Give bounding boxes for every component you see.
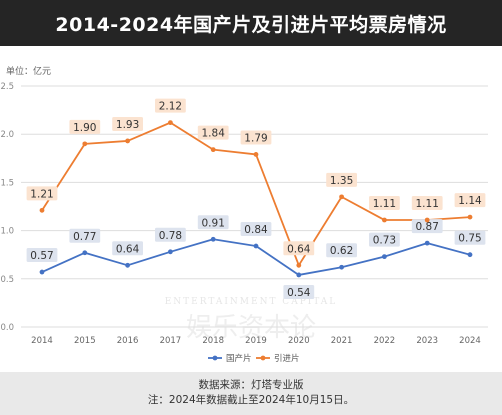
data-label-box [454, 230, 486, 245]
data-label: 0.75 [458, 233, 481, 245]
y-tick-label: 1.0 [0, 227, 14, 237]
data-label: 2.12 [159, 101, 182, 113]
data-label: 0.87 [416, 221, 439, 233]
data-label: 0.91 [202, 217, 225, 229]
data-point [253, 243, 259, 249]
data-point [210, 147, 216, 153]
data-label: 0.73 [373, 235, 396, 247]
data-point [125, 138, 130, 144]
legend-label: 国产片 [226, 353, 252, 364]
x-tick-label: 2020 [288, 336, 310, 346]
legend-marker [212, 355, 218, 361]
data-label-box [155, 98, 186, 113]
y-tick-label: 0.5 [0, 275, 14, 285]
data-label-box [26, 248, 58, 263]
data-point [210, 236, 216, 242]
y-tick-label: 0.0 [0, 323, 14, 333]
data-label-box [240, 222, 272, 237]
data-point [168, 249, 173, 255]
watermark-cn: 娱乐资本论 [186, 313, 316, 343]
data-label: 1.14 [458, 195, 482, 207]
data-point [424, 240, 430, 246]
data-point [296, 262, 302, 268]
data-source: 数据来源：灯塔专业版 [198, 379, 304, 391]
unit-label: 单位：亿元 [6, 65, 51, 77]
data-point [382, 254, 387, 260]
y-tick-label: 2.5 [0, 82, 14, 92]
data-point [39, 207, 45, 213]
x-tick-label: 2017 [160, 336, 182, 346]
chart-area: ENTERTAINMENT CAPITAL 娱乐资本论 单位：亿元 0.0 0.5 1.0… [0, 46, 502, 372]
legend-label: 引进片 [274, 353, 300, 364]
data-label: 0.77 [73, 231, 96, 243]
x-tick-label: 2021 [331, 336, 353, 346]
data-label-box [283, 284, 315, 299]
y-tick-label: 2.0 [0, 130, 14, 140]
data-label-box [411, 219, 443, 234]
x-tick-label: 2014 [31, 336, 53, 346]
data-label-box [369, 195, 400, 210]
legend-marker [260, 355, 266, 361]
data-point [296, 272, 302, 278]
data-label-box [326, 243, 357, 258]
x-tick-label: 2022 [374, 336, 396, 346]
data-label: 0.84 [244, 224, 268, 236]
data-point [82, 250, 88, 256]
data-label: 0.78 [159, 230, 182, 242]
title-bar: 2014-2024年国产片及引进片平均票房情况 [0, 0, 502, 46]
data-label: 1.11 [373, 198, 396, 210]
data-label: 1.11 [416, 198, 439, 210]
data-label: 0.64 [287, 243, 311, 255]
data-label-box [112, 116, 143, 131]
data-point [39, 269, 45, 275]
data-label-box [283, 241, 315, 256]
data-label-box [69, 228, 101, 243]
data-point [253, 152, 259, 157]
data-label: 1.35 [330, 175, 353, 187]
footer: 数据来源：灯塔专业版 注：2024年数据截止至2024年10月15日。 [0, 372, 502, 415]
data-label-box [369, 232, 400, 247]
data-label: 1.79 [244, 132, 267, 144]
data-label-box [26, 186, 58, 201]
data-label-box [197, 215, 229, 230]
x-tick-label: 2024 [459, 336, 481, 346]
data-label: 1.93 [116, 119, 139, 131]
data-label-box [155, 227, 186, 242]
x-tick-label: 2019 [245, 336, 267, 346]
data-label-box [69, 119, 101, 134]
data-label-box [454, 193, 486, 208]
data-label: 1.90 [73, 122, 96, 134]
data-point [168, 120, 173, 126]
data-point [382, 217, 387, 223]
data-label: 0.64 [116, 243, 140, 255]
data-point [339, 194, 344, 200]
line-chart: ENTERTAINMENT CAPITAL 娱乐资本论 单位：亿元 0.0 0.5 1.0… [0, 65, 488, 364]
data-label-box [197, 125, 229, 140]
x-tick-label: 2016 [117, 336, 139, 346]
data-point [424, 217, 430, 223]
data-label: 0.62 [330, 245, 353, 257]
footnote: 注：2024年数据截止至2024年10月15日。 [147, 394, 355, 406]
data-label: 0.57 [30, 250, 53, 262]
data-point [125, 262, 130, 268]
data-label-box [240, 130, 272, 145]
data-point [82, 141, 88, 147]
data-label: 1.21 [30, 188, 53, 200]
y-tick-label: 1.5 [0, 178, 14, 188]
data-point [467, 214, 473, 220]
data-point [467, 252, 473, 258]
data-label: 0.54 [287, 287, 311, 299]
data-label-box [112, 241, 143, 256]
x-tick-label: 2023 [416, 336, 438, 346]
data-label-box [326, 172, 357, 187]
watermark-en: ENTERTAINMENT CAPITAL [165, 297, 338, 307]
x-tick-label: 2015 [74, 336, 96, 346]
data-label-box [411, 195, 443, 210]
data-point [339, 264, 344, 270]
x-tick-label: 2018 [202, 336, 224, 346]
data-label: 1.84 [202, 128, 226, 140]
chart-title: 2014-2024年国产片及引进片平均票房情况 [55, 13, 447, 36]
